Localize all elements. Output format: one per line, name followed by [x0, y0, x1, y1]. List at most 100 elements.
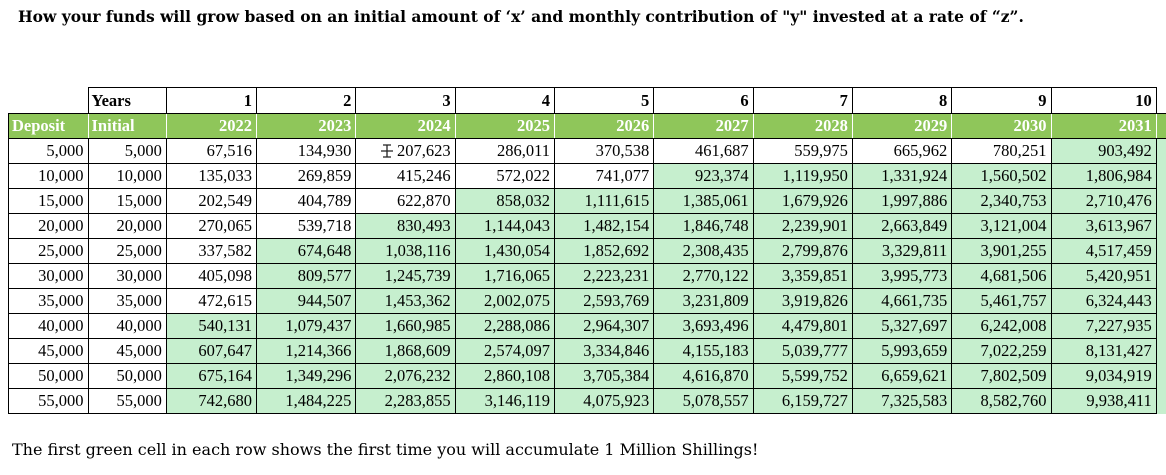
table-edge-cell	[1155, 313, 1166, 339]
balance-cell: 1,660,985	[355, 313, 456, 339]
balance-cell: 1,679,926	[752, 188, 853, 214]
deposit-cell: 10,000	[8, 163, 89, 189]
table-edge-cell	[1155, 113, 1166, 139]
year-number-cell: 10	[1050, 87, 1157, 114]
balance-cell: 1,214,366	[256, 338, 357, 364]
year-number-cell: 5	[553, 87, 655, 114]
balance-cell: 5,039,777	[752, 338, 853, 364]
deposit-cell: 40,000	[8, 313, 89, 339]
balance-cell: 1,430,054	[454, 238, 555, 264]
balance-cell: 540,131	[165, 313, 258, 339]
year-number-cell: 1	[165, 87, 258, 114]
balance-cell: 6,659,621	[851, 363, 953, 389]
balance-cell: 3,231,809	[653, 288, 754, 314]
balance-cell: 1,119,950	[752, 163, 853, 189]
table-row: 55,000 55,000 742,680 1,484,225 2,283,855 3,1…	[8, 388, 1166, 414]
deposit-cell: 5,000	[8, 138, 89, 164]
balance-cell: 5,993,659	[851, 338, 953, 364]
balance-cell: 135,033	[165, 163, 258, 189]
initial-header-cell: Initial	[87, 113, 167, 139]
balance-cell: 472,615	[165, 288, 258, 314]
calendar-year-header-cell: 2024	[355, 113, 456, 139]
balance-cell: 4,661,735	[851, 288, 953, 314]
calendar-year-header-cell: 2023	[256, 113, 357, 139]
balance-cell: 3,995,773	[851, 263, 953, 289]
calendar-year-header-cell: 2022	[165, 113, 258, 139]
balance-cell: 7,022,259	[951, 338, 1052, 364]
balance-cell: 4,616,870	[653, 363, 754, 389]
table-edge-cell	[1155, 288, 1166, 314]
balance-cell: 5,327,697	[851, 313, 953, 339]
header-row: Deposit Initial 2022 2023 2024 2025 2026 2027…	[8, 113, 1166, 139]
balance-cell: 337,582	[165, 238, 258, 264]
balance-cell: 5,420,951	[1050, 263, 1157, 289]
balance-cell: 4,517,459	[1050, 238, 1157, 264]
table-edge-cell	[1155, 238, 1166, 264]
initial-cell: 35,000	[87, 288, 167, 314]
balance-cell: 2,964,307	[553, 313, 655, 339]
balance-cell: 923,374	[653, 163, 754, 189]
balance-cell: 2,593,769	[553, 288, 655, 314]
table-row: 50,000 50,000 675,164 1,349,296 2,076,232 2,8…	[8, 363, 1166, 389]
balance-cell: 1,852,692	[553, 238, 655, 264]
year-number-cell: 7	[752, 87, 853, 114]
table-row: 10,000 10,000 135,033 269,859 415,246 572,022…	[8, 163, 1166, 189]
balance-cell: 4,479,801	[752, 313, 853, 339]
balance-cell: 1,453,362	[355, 288, 456, 314]
balance-cell: 3,359,851	[752, 263, 853, 289]
balance-cell: 5,599,752	[752, 363, 853, 389]
year-number-cell: 8	[851, 87, 953, 114]
balance-cell: 1,806,984	[1050, 163, 1157, 189]
table-edge-cell	[1155, 388, 1166, 414]
balance-cell: 3,329,811	[851, 238, 953, 264]
table-row: 40,000 40,000 540,131 1,079,437 1,660,985 2,2…	[8, 313, 1166, 339]
balance-cell: 67,516	[165, 138, 258, 164]
balance-cell: 404,789	[256, 188, 357, 214]
balance-cell: 3,146,119	[454, 388, 555, 414]
blank-corner-cell	[8, 87, 89, 114]
deposit-cell: 30,000	[8, 263, 89, 289]
balance-cell: 1,331,924	[851, 163, 953, 189]
balance-cell: 202,549	[165, 188, 258, 214]
balance-cell: 7,227,935	[1050, 313, 1157, 339]
balance-cell: 2,860,108	[454, 363, 555, 389]
initial-cell: 55,000	[87, 388, 167, 414]
growth-table: Years 1 2 3 4 5 6 7 8 9 10 Deposit Initial 2022 20…	[8, 87, 1166, 414]
balance-cell: 461,687	[653, 138, 754, 164]
balance-cell: 2,076,232	[355, 363, 456, 389]
initial-cell: 45,000	[87, 338, 167, 364]
balance-cell: 830,493	[355, 213, 456, 239]
balance-cell: 539,718	[256, 213, 357, 239]
balance-cell: 2,770,122	[653, 263, 754, 289]
balance-cell: 1,716,065	[454, 263, 555, 289]
balance-cell: 3,693,496	[653, 313, 754, 339]
table-edge-cell	[1155, 338, 1166, 364]
balance-cell: 2,574,097	[454, 338, 555, 364]
balance-cell: 5,461,757	[951, 288, 1052, 314]
balance-cell: 2,288,086	[454, 313, 555, 339]
balance-cell: 7,802,509	[951, 363, 1052, 389]
balance-cell: 1,484,225	[256, 388, 357, 414]
year-number-cell: 9	[951, 87, 1052, 114]
deposit-cell: 45,000	[8, 338, 89, 364]
balance-cell: 2,710,476	[1050, 188, 1157, 214]
table-edge-cell	[1155, 163, 1166, 189]
table-edge-cell	[1155, 138, 1166, 164]
deposit-cell: 50,000	[8, 363, 89, 389]
balance-cell: 134,930	[256, 138, 357, 164]
deposit-cell: 20,000	[8, 213, 89, 239]
balance-cell: 1,385,061	[653, 188, 754, 214]
table-edge-cell	[1155, 263, 1166, 289]
balance-cell: 5,078,557	[653, 388, 754, 414]
balance-cell: 6,324,443	[1050, 288, 1157, 314]
deposit-cell: 25,000	[8, 238, 89, 264]
calendar-year-header-cell: 2026	[553, 113, 655, 139]
balance-cell: 7,325,583	[851, 388, 953, 414]
balance-cell: 370,538	[553, 138, 655, 164]
balance-cell: 1,560,502	[951, 163, 1052, 189]
initial-cell: 15,000	[87, 188, 167, 214]
balance-cell: 1,349,296	[256, 363, 357, 389]
deposit-header-cell: Deposit	[8, 113, 89, 139]
page-title: How your funds will grow based on an ini…	[18, 7, 1024, 26]
table-edge-cell	[1155, 188, 1166, 214]
